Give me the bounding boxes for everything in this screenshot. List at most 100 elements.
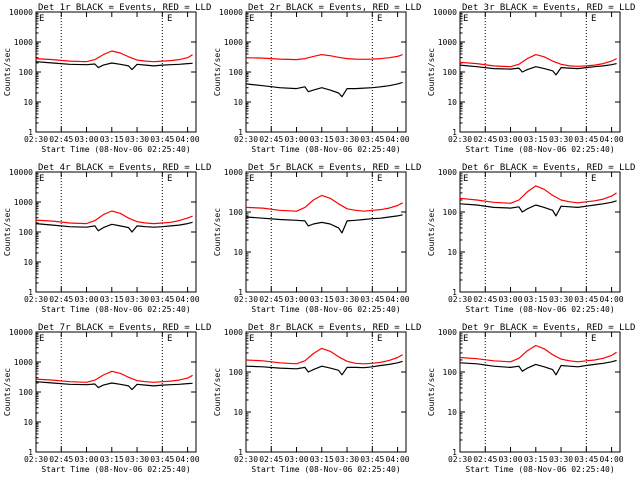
chart-3-frame: [459, 11, 621, 133]
chart-2-series-events-line: [245, 81, 403, 98]
chart-6-series-lld-line: [459, 185, 617, 204]
chart-1-y-tick-label-4: 10000: [9, 8, 33, 17]
chart-6-title: Det 6r BLACK = Events, RED = LLD: [462, 163, 635, 173]
chart-9-series-lld-line: [459, 344, 617, 363]
chart-5-x-tick-label-6: 04:00: [386, 295, 410, 304]
chart-5-x-tick-label-5: 03:45: [360, 295, 384, 304]
chart-1-y-tick-label-0: 1: [28, 128, 33, 137]
chart-7-y-tick-label-3: 1000: [14, 358, 33, 367]
chart-3-x-tick-label-3: 03:15: [524, 135, 548, 144]
chart-5-corner-mark-left: E: [249, 174, 254, 184]
chart-2-frame: [245, 11, 407, 133]
chart-5-x-tick-label-2: 03:00: [284, 295, 308, 304]
chart-3-ylabel: Counts/sec: [427, 48, 436, 96]
chart-4-corner-mark-right: E: [167, 174, 172, 184]
chart-6-ylabel: Counts/sec: [427, 208, 436, 256]
chart-6-y-tick-label-3: 1000: [438, 168, 457, 177]
chart-1-title: Det 1r BLACK = Events, RED = LLD: [38, 3, 211, 13]
chart-6-y-tick-label-1: 10: [447, 248, 457, 257]
chart-9-x-tick-label-1: 02:45: [473, 455, 497, 464]
chart-6-y-tick-label-0: 1: [452, 288, 457, 297]
chart-7-y-tick-label-0: 1: [28, 448, 33, 457]
chart-8-x-tick-label-0: 02:30: [234, 455, 258, 464]
chart-8-series-events-line: [245, 360, 403, 376]
chart-4-corner-mark-left: E: [39, 174, 44, 184]
chart-9-x-tick-label-5: 03:45: [574, 455, 598, 464]
chart-3-y-tick-label-1: 10: [447, 98, 457, 107]
chart-3-x-tick-label-1: 02:45: [473, 135, 497, 144]
chart-7-x-tick-label-5: 03:45: [150, 455, 174, 464]
chart-8-x-tick-label-6: 04:00: [386, 455, 410, 464]
chart-7-x-tick-label-3: 03:15: [100, 455, 124, 464]
chart-2-y-tick-label-2: 100: [229, 68, 244, 77]
chart-6-corner-mark-right: E: [591, 174, 596, 184]
chart-5-x-tick-label-3: 03:15: [310, 295, 334, 304]
chart-6-x-tick-label-2: 03:00: [498, 295, 522, 304]
chart-6-x-tick-label-4: 03:30: [549, 295, 573, 304]
chart-1-x-tick-label-3: 03:15: [100, 135, 124, 144]
chart-2-y-tick-label-0: 1: [238, 128, 243, 137]
chart-8-series-lld-line: [245, 347, 403, 365]
chart-4-ylabel: Counts/sec: [3, 208, 12, 256]
chart-2-x-tick-label-0: 02:30: [234, 135, 258, 144]
chart-2-y-tick-label-1: 10: [233, 98, 243, 107]
chart-7-frame: [35, 331, 197, 453]
chart-3-xlabel: Start Time (08-Nov-06 02:25:40): [465, 145, 614, 154]
chart-9-series-events-line: [459, 359, 617, 376]
chart-7-y-tick-label-1: 10: [23, 418, 33, 427]
chart-7-x-tick-label-0: 02:30: [24, 455, 48, 464]
chart-6-x-tick-label-3: 03:15: [524, 295, 548, 304]
chart-7-series-events-line: [35, 381, 193, 391]
chart-7-y-tick-label-4: 10000: [9, 328, 33, 337]
chart-3-y-tick-label-0: 1: [452, 128, 457, 137]
chart-8-x-tick-label-5: 03:45: [360, 455, 384, 464]
chart-3-x-tick-label-2: 03:00: [498, 135, 522, 144]
chart-8-corner-mark-left: E: [249, 334, 254, 344]
chart-6-series-events-line: [459, 200, 617, 217]
chart-2-x-tick-label-1: 02:45: [259, 135, 283, 144]
chart-7-ylabel: Counts/sec: [3, 368, 12, 416]
chart-4-x-tick-label-2: 03:00: [74, 295, 98, 304]
chart-3-series-events-line: [459, 63, 617, 76]
chart-1-y-tick-label-2: 100: [19, 68, 34, 77]
chart-1-x-tick-label-1: 02:45: [49, 135, 73, 144]
chart-1-ylabel: Counts/sec: [3, 48, 12, 96]
chart-5-title: Det 5r BLACK = Events, RED = LLD: [248, 163, 421, 173]
chart-7-y-tick-label-2: 100: [19, 388, 34, 397]
chart-1-corner-mark-right: E: [167, 14, 172, 24]
chart-2-series-lld-line: [245, 53, 403, 61]
chart-1-x-tick-label-5: 03:45: [150, 135, 174, 144]
chart-2-x-tick-label-3: 03:15: [310, 135, 334, 144]
chart-5-x-tick-label-4: 03:30: [335, 295, 359, 304]
chart-6-x-tick-label-6: 04:00: [600, 295, 624, 304]
chart-9-ylabel: Counts/sec: [427, 368, 436, 416]
chart-2-x-tick-label-5: 03:45: [360, 135, 384, 144]
chart-1-frame: [35, 11, 197, 133]
chart-5-x-tick-label-1: 02:45: [259, 295, 283, 304]
chart-6-corner-mark-left: E: [463, 174, 468, 184]
chart-8-x-tick-label-3: 03:15: [310, 455, 334, 464]
chart-3-series-lld-line: [459, 53, 617, 68]
chart-8-x-tick-label-1: 02:45: [259, 455, 283, 464]
chart-4-y-tick-label-4: 10000: [9, 168, 33, 177]
chart-3-y-tick-label-4: 10000: [433, 8, 457, 17]
chart-9-x-tick-label-0: 02:30: [448, 455, 472, 464]
chart-3-x-tick-label-6: 04:00: [600, 135, 624, 144]
chart-5-y-tick-label-0: 1: [238, 288, 243, 297]
chart-7-corner-mark-left: E: [39, 334, 44, 344]
chart-5-frame: [245, 171, 407, 293]
chart-8-title: Det 8r BLACK = Events, RED = LLD: [248, 323, 421, 333]
chart-8-y-tick-label-1: 10: [233, 408, 243, 417]
chart-9-x-tick-label-4: 03:30: [549, 455, 573, 464]
chart-4-x-tick-label-5: 03:45: [150, 295, 174, 304]
chart-7-xlabel: Start Time (08-Nov-06 02:25:40): [41, 465, 190, 474]
chart-4-x-tick-label-4: 03:30: [125, 295, 149, 304]
chart-3-x-tick-label-4: 03:30: [549, 135, 573, 144]
chart-4-title: Det 4r BLACK = Events, RED = LLD: [38, 163, 211, 173]
